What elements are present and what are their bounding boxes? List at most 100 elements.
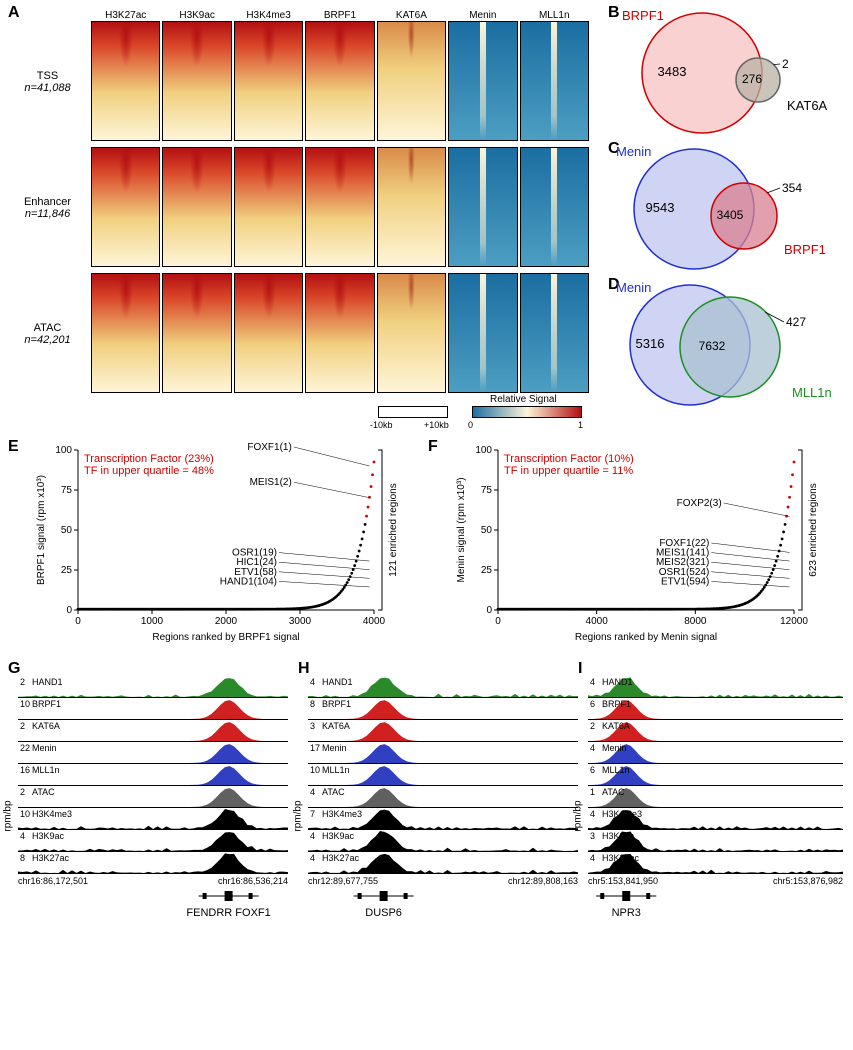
- coord-left: chr16:86,172,501: [18, 876, 88, 886]
- svg-text:Regions ranked by BRPF1 signal: Regions ranked by BRPF1 signal: [152, 632, 299, 643]
- svg-text:0: 0: [66, 605, 72, 616]
- heatmap-cell: [520, 21, 589, 141]
- track-ymax: 4: [590, 809, 595, 819]
- heatmap-col-label: MLL1n: [519, 10, 590, 21]
- heatmap-cell: [91, 21, 160, 141]
- svg-text:2: 2: [782, 57, 789, 71]
- track-row: 4 H3K27ac: [308, 852, 578, 874]
- track-row: 3 H3K9ac: [588, 830, 843, 852]
- track-row: 8 BRPF1: [308, 698, 578, 720]
- heatmap-col-label: KAT6A: [376, 10, 447, 21]
- svg-text:7632: 7632: [699, 339, 726, 353]
- track-row: 8 H3K27ac: [18, 852, 288, 874]
- track-row: 17 Menin: [308, 742, 578, 764]
- coord-right: chr16:86,536,214: [218, 876, 288, 886]
- track-name: Menin: [322, 743, 347, 753]
- heatmap-cell: [162, 273, 231, 393]
- svg-text:BRPF1: BRPF1: [784, 242, 826, 257]
- svg-text:MEIS1(2): MEIS1(2): [250, 477, 292, 488]
- track-ymax: 22: [20, 743, 30, 753]
- venn-b: 3483 276 2 BRPF1 KAT6A: [612, 10, 842, 135]
- track-name: KAT6A: [602, 721, 630, 731]
- heatmap-cell: [377, 147, 446, 267]
- svg-text:25: 25: [481, 565, 493, 576]
- svg-text:HAND1(104): HAND1(104): [220, 576, 277, 587]
- svg-text:50: 50: [61, 525, 73, 536]
- svg-text:DUSP6: DUSP6: [365, 907, 402, 919]
- track-name: HAND1: [322, 677, 353, 687]
- track-name: H3K27ac: [32, 853, 69, 863]
- heatmap-cell: [520, 147, 589, 267]
- track-name: HAND1: [32, 677, 63, 687]
- colorbar-max: 1: [578, 420, 583, 430]
- svg-text:3405: 3405: [717, 208, 744, 222]
- heatmap-cell: [91, 273, 160, 393]
- svg-text:12000: 12000: [780, 616, 808, 627]
- tracks-i: rpm/bp 4 HAND1 6 BRPF1 2 KAT6A 4 Menin 6…: [588, 676, 843, 956]
- track-ymax: 2: [20, 787, 25, 797]
- track-name: H3K4me3: [322, 809, 362, 819]
- svg-text:75: 75: [61, 485, 73, 496]
- track-row: 4 H3K9ac: [18, 830, 288, 852]
- track-ymax: 4: [310, 787, 315, 797]
- track-row: 4 H3K27ac: [588, 852, 843, 874]
- track-ymax: 10: [20, 809, 30, 819]
- track-row: 4 Menin: [588, 742, 843, 764]
- coord-left: chr5:153,841,950: [588, 876, 658, 886]
- svg-text:KAT6A: KAT6A: [787, 98, 828, 113]
- gene-track: FENDRR FOXF1: [18, 888, 288, 920]
- svg-text:623 enriched regions: 623 enriched regions: [808, 483, 819, 576]
- track-name: H3K27ac: [602, 853, 639, 863]
- track-ymax: 4: [590, 743, 595, 753]
- track-row: 16 MLL1n: [18, 764, 288, 786]
- heatmap-cell: [520, 273, 589, 393]
- track-ymax: 10: [310, 765, 320, 775]
- svg-text:0: 0: [75, 616, 81, 627]
- row-label-enhancer: Enhancer n=11,846: [10, 196, 85, 220]
- track-name: H3K9ac: [32, 831, 64, 841]
- tracks-ylabel: rpm/bp: [293, 800, 304, 831]
- track-row: 4 H3K4me3: [588, 808, 843, 830]
- heatmap-cell: [448, 21, 517, 141]
- track-ymax: 2: [20, 677, 25, 687]
- svg-text:100: 100: [475, 445, 492, 456]
- track-row: 22 Menin: [18, 742, 288, 764]
- track-row: 6 MLL1n: [588, 764, 843, 786]
- track-name: MLL1n: [602, 765, 630, 775]
- track-ymax: 7: [310, 809, 315, 819]
- track-row: 7 H3K4me3: [308, 808, 578, 830]
- xscale-bar: [378, 406, 448, 418]
- heatmap-col-label: H3K9ac: [161, 10, 232, 21]
- panel-i-label: I: [578, 660, 582, 678]
- heatmap-col-label: H3K27ac: [90, 10, 161, 21]
- heatmap-cell: [448, 273, 517, 393]
- coord-right: chr5:153,876,982: [773, 876, 843, 886]
- svg-text:3000: 3000: [289, 616, 312, 627]
- track-row: 10 H3K4me3: [18, 808, 288, 830]
- svg-text:FENDRR FOXF1: FENDRR FOXF1: [186, 907, 270, 919]
- colorbar-min: 0: [468, 420, 473, 430]
- track-name: H3K27ac: [322, 853, 359, 863]
- heatmap-col-label: H3K4me3: [233, 10, 304, 21]
- heatmap-cell: [162, 21, 231, 141]
- track-ymax: 2: [20, 721, 25, 731]
- track-ymax: 3: [310, 721, 315, 731]
- svg-text:BRPF1: BRPF1: [622, 10, 664, 23]
- coord-left: chr12:89,677,755: [308, 876, 378, 886]
- track-ymax: 4: [20, 831, 25, 841]
- colorbar: [472, 406, 582, 418]
- track-row: 4 ATAC: [308, 786, 578, 808]
- track-name: Menin: [602, 743, 627, 753]
- track-ymax: 4: [310, 831, 315, 841]
- track-row: 4 HAND1: [588, 676, 843, 698]
- track-row: 10 MLL1n: [308, 764, 578, 786]
- track-ymax: 8: [20, 853, 25, 863]
- track-row: 3 KAT6A: [308, 720, 578, 742]
- heatmap-cell: [162, 147, 231, 267]
- track-ymax: 8: [310, 699, 315, 709]
- xscale-right: +10kb: [424, 420, 449, 430]
- venn-d: 5316 7632 427 Menin MLL1n: [612, 282, 842, 407]
- svg-text:9543: 9543: [646, 200, 675, 215]
- panel-e-label: E: [8, 438, 19, 456]
- scatter-e: 010002000300040000255075100FOXF1(1)MEIS1…: [30, 444, 410, 644]
